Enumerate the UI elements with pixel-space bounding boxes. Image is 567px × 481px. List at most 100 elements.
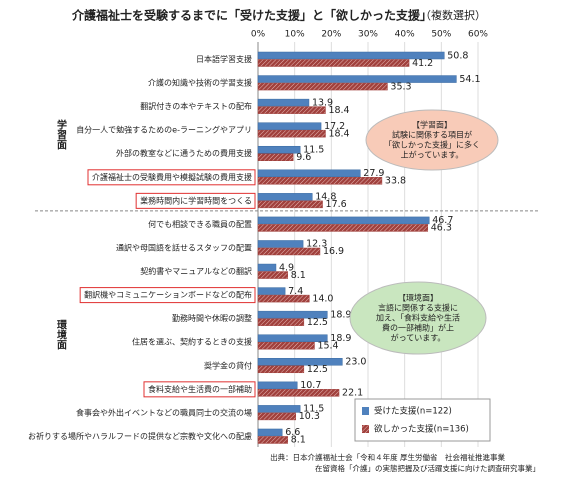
bar: [257, 389, 340, 397]
category-label: 奨学金の貸付: [204, 360, 252, 370]
value-label: 11.5: [303, 404, 324, 415]
bar: [257, 82, 388, 91]
value-label: 16.9: [323, 246, 344, 257]
bar: [257, 169, 361, 178]
category-label: 業務時間内に学習時間をつくる: [140, 195, 252, 205]
callout-bubble: [349, 281, 487, 355]
source-note: 出典：日本介護福祉士会「令和４年度 厚生労働省 社会福祉推進事業: [270, 452, 505, 462]
bar: [257, 365, 305, 374]
highlight-box: [79, 287, 256, 304]
category-label: 翻訳機やコミュニケーションボードなどの配布: [84, 290, 252, 300]
value-label: 35.3: [390, 81, 411, 92]
bar: [257, 428, 283, 437]
bar: [257, 122, 322, 130]
category-label: 介護の知識や技術の学習支援: [148, 78, 252, 88]
bar: [257, 129, 326, 138]
value-label: 10.7: [300, 380, 321, 391]
category-label: 食料支給や生活費の一部補助: [148, 384, 252, 394]
x-tick-label: 40%: [395, 30, 415, 40]
x-tick-label: 10%: [285, 30, 305, 40]
value-label: 18.9: [330, 309, 351, 320]
bar: [257, 381, 298, 390]
callout-text: 加え、「食料支給や生活: [376, 313, 460, 323]
value-label: 46.7: [432, 215, 453, 226]
category-label: 翻訳付きの本やテキストの配布: [140, 101, 252, 111]
value-label: 46.3: [431, 223, 452, 234]
value-label: 10.3: [299, 411, 320, 422]
category-label: 介護福祉士の受験費用や模擬試験の費用支援: [92, 172, 252, 182]
value-label: 13.9: [312, 97, 333, 108]
bar: [257, 358, 343, 366]
category-label: 住居を選ぶ、契約するときの支援: [132, 337, 252, 347]
category-label: 食事会や外出イベントなどの職員同士の交流の場: [76, 407, 252, 417]
legend-swatch: [362, 407, 369, 415]
value-label: 11.5: [303, 144, 324, 155]
value-label: 6.6: [285, 427, 300, 438]
category-label: お祈りする場所やハラルフードの提供など宗教や文化への配慮: [28, 431, 252, 441]
group-label: 学習面: [55, 118, 67, 150]
callout-bubble: [365, 109, 499, 171]
value-label: 17.6: [326, 199, 347, 210]
callout-text: 言語に関係する支援に: [378, 303, 458, 313]
value-label: 12.5: [307, 364, 328, 375]
bar: [257, 240, 304, 248]
category-label: 通訳や母国語を話せるスタッフの配置: [116, 242, 252, 252]
value-label: 12.5: [307, 317, 328, 328]
value-label: 50.8: [447, 50, 468, 61]
x-tick-label: 50%: [431, 30, 451, 40]
value-label: 18.9: [330, 333, 351, 344]
value-label: 33.8: [385, 176, 406, 187]
highlight-box: [135, 192, 256, 209]
category-label: 自分一人で勉強するためのe-ラーニングやアプリ: [76, 125, 252, 135]
category-label: 日本語学習支援: [196, 54, 252, 64]
bar: [257, 145, 301, 154]
value-label: 22.1: [342, 388, 363, 399]
bar: [257, 51, 445, 60]
callout-text: 試験に関係する項目が: [392, 130, 472, 140]
callout-text: 【環境面】: [398, 293, 438, 303]
category-label: 外部の教室などに通うための費用支援: [116, 148, 252, 158]
value-label: 15.4: [317, 340, 338, 351]
value-label: 23.0: [345, 357, 366, 368]
value-label: 41.2: [412, 58, 433, 69]
category-label: 勤務時間や休暇の調整: [172, 313, 252, 323]
bar: [257, 436, 288, 444]
bar: [257, 75, 457, 83]
legend-label: 欲しかった支援(n=136): [374, 424, 469, 435]
bar: [257, 294, 310, 303]
value-label: 18.4: [328, 128, 349, 139]
value-label: 4.9: [279, 262, 294, 273]
bar: [257, 263, 277, 272]
legend-box: [354, 398, 491, 442]
value-label: 8.1: [291, 435, 306, 446]
callout-text: がっています。: [391, 333, 446, 343]
value-label: 14.8: [315, 192, 336, 203]
value-label: 7.4: [288, 286, 303, 297]
value-label: 27.9: [363, 168, 384, 179]
value-label: 14.0: [312, 293, 333, 304]
value-label: 18.4: [328, 105, 349, 116]
bar: [257, 200, 323, 209]
callout-text: 【学習面】: [412, 120, 452, 130]
bar: [257, 318, 305, 326]
x-tick-label: 30%: [358, 30, 378, 40]
group-label: 環境面: [55, 320, 67, 351]
callout-text: 費の一部補助」が上: [382, 323, 454, 333]
bar: [257, 59, 410, 67]
category-label: 契約書やマニュアルなどの翻訳: [140, 266, 252, 276]
bar: [257, 412, 297, 421]
value-label: 9.6: [296, 152, 311, 163]
bar: [257, 287, 286, 295]
chart-subtitle: （複数選択）: [420, 8, 486, 22]
category-label: 何でも相談できる職員の配置: [148, 219, 252, 229]
x-tick-label: 20%: [321, 30, 341, 40]
source-note: 在留資格「介護」の実態把握及び活躍支援に向けた調査研究事業」: [315, 463, 540, 473]
bar: [257, 224, 429, 232]
bar: [257, 405, 301, 413]
bar: [257, 271, 288, 279]
legend-swatch: [362, 425, 369, 433]
bar: [257, 310, 328, 319]
bar: [257, 216, 430, 225]
bar: [257, 177, 383, 185]
